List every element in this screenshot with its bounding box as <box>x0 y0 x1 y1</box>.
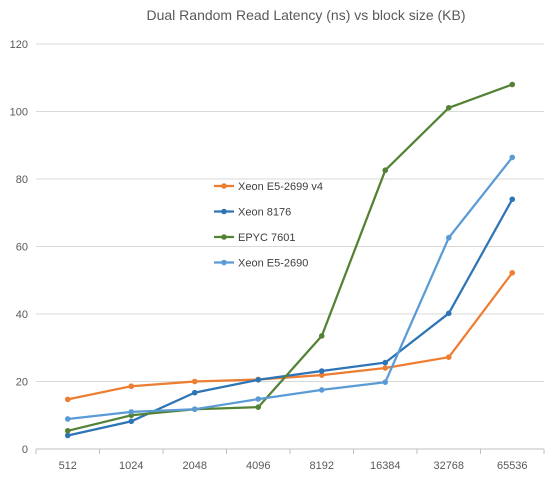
series-0 <box>64 270 516 403</box>
data-point <box>509 81 516 88</box>
legend-label: Xeon 8176 <box>238 207 291 219</box>
data-point <box>318 333 325 339</box>
data-point <box>318 372 325 378</box>
x-tick-label: 4096 <box>246 460 270 472</box>
legend-marker <box>221 208 227 215</box>
x-tick-label: 1024 <box>119 460 143 472</box>
series-line <box>66 156 514 421</box>
y-tick-label: 40 <box>16 309 28 321</box>
data-point <box>318 368 325 374</box>
legend-item: Xeon E5-2690 <box>214 258 308 270</box>
data-point <box>64 396 71 403</box>
x-tick-label: 2048 <box>183 460 207 472</box>
data-point <box>128 418 135 425</box>
data-point <box>445 104 452 111</box>
data-point <box>509 196 516 203</box>
legend-label: EPYC 7601 <box>238 232 295 244</box>
x-tick-label: 512 <box>59 460 77 472</box>
data-point <box>64 416 71 422</box>
series-3 <box>64 154 516 422</box>
data-point <box>128 409 135 415</box>
data-point <box>509 270 516 276</box>
legend-label: Xeon E5-2699 v4 <box>238 181 323 193</box>
series-line <box>66 198 514 437</box>
series-line <box>66 271 514 401</box>
data-point <box>64 427 71 434</box>
y-tick-label: 20 <box>16 377 28 389</box>
y-tick-label: 0 <box>22 444 28 456</box>
y-tick-label: 60 <box>16 242 28 254</box>
data-point <box>255 396 262 402</box>
x-tick-label: 32768 <box>433 460 464 472</box>
y-tick-label: 100 <box>10 107 28 119</box>
series-line <box>66 83 514 432</box>
data-point <box>445 310 452 317</box>
data-point <box>191 406 198 412</box>
series-1 <box>64 196 516 439</box>
y-tick-label: 120 <box>10 39 28 51</box>
data-point <box>382 379 389 385</box>
legend-item: Xeon 8176 <box>214 207 291 219</box>
data-point <box>445 354 452 361</box>
legend-marker <box>221 234 227 240</box>
data-point <box>191 389 198 396</box>
data-point <box>255 404 262 410</box>
legend: Xeon E5-2699 v4 Xeon 8176 EPYC 7601 Xeon E5… <box>214 181 323 270</box>
data-point <box>255 377 262 383</box>
data-point <box>382 167 389 174</box>
data-point <box>191 378 198 385</box>
legend-marker <box>221 259 227 266</box>
legend-item: EPYC 7601 <box>214 232 295 244</box>
x-tick-label: 16384 <box>370 460 401 472</box>
y-tick-label: 80 <box>16 174 28 186</box>
x-tick-label: 65536 <box>497 460 528 472</box>
gridlines <box>36 43 544 382</box>
data-point <box>382 365 389 371</box>
legend-item: Xeon E5-2699 v4 <box>214 181 323 193</box>
legend-label: Xeon E5-2690 <box>238 258 308 270</box>
data-point <box>509 154 516 161</box>
chart-title: Dual Random Read Latency (ns) vs block s… <box>146 7 465 23</box>
data-point <box>318 387 325 393</box>
data-point <box>64 432 71 439</box>
x-tick-label: 8192 <box>310 460 334 472</box>
series-lines <box>64 81 516 439</box>
axes: 0 20 40 60 80 100 120 512 1024 2048 4096 8192 16384 3… <box>10 39 545 472</box>
legend-marker <box>221 183 227 189</box>
data-point <box>382 359 389 366</box>
data-point <box>128 383 135 390</box>
data-point <box>445 234 452 241</box>
